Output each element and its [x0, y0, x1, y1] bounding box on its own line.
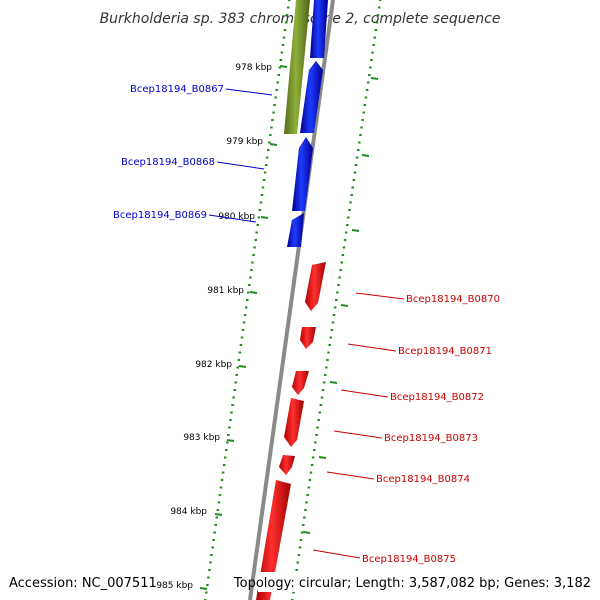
- gene-label-b0874[interactable]: Bcep18194_B0874: [376, 474, 470, 485]
- scale-tick: [279, 65, 288, 68]
- footer-summary-bg: [258, 572, 596, 592]
- gene-arrow-reverse: [284, 398, 304, 447]
- scale-tick: [302, 531, 311, 534]
- scale-major-ticks: 978 kbp 979 kbp 980 kbp 981 kbp 982 kbp …: [156, 63, 288, 591]
- scale-tick: [238, 365, 247, 368]
- scale-tick: [260, 216, 269, 219]
- scale-tick: [329, 381, 338, 384]
- gene-label-b0868[interactable]: Bcep18194_B0868: [121, 157, 215, 168]
- gene-label-b0869[interactable]: Bcep18194_B0869: [113, 210, 207, 221]
- gene-label-b0870[interactable]: Bcep18194_B0870: [406, 294, 500, 305]
- gene-arrow-forward: [287, 213, 304, 247]
- forward-gene-labels: Bcep18194_B0867 Bcep18194_B0868 Bcep1819…: [113, 84, 273, 223]
- scale-tick-label: 983 kbp: [183, 433, 220, 443]
- scale-minor-ticks-outer: [291, 0, 382, 600]
- scale-tick: [269, 143, 278, 146]
- gene-leader-line: [326, 471, 375, 480]
- scale-tick: [226, 439, 235, 442]
- scale-tick: [249, 291, 258, 294]
- gene-arrow-reverse: [279, 455, 295, 475]
- gene-leader-line: [355, 292, 405, 300]
- scale-tick-label: 981 kbp: [207, 286, 244, 296]
- summary-text: Topology: circular; Length: 3,587,082 bp…: [233, 576, 591, 591]
- gene-leader-line: [208, 214, 257, 223]
- gene-label-b0875[interactable]: Bcep18194_B0875: [362, 554, 456, 565]
- scale-tick-label: 982 kbp: [195, 360, 232, 370]
- scale-tick: [351, 229, 360, 232]
- gene-arrow-forward: [292, 137, 313, 211]
- gene-label-b0871[interactable]: Bcep18194_B0871: [398, 346, 492, 357]
- scale-tick: [199, 587, 208, 590]
- scale-tick-label: 980 kbp: [218, 212, 255, 222]
- scale-tick-label: 984 kbp: [170, 507, 207, 517]
- gene-arrow-reverse: [305, 262, 326, 311]
- gene-leader-line: [312, 549, 361, 559]
- gene-label-b0867[interactable]: Bcep18194_B0867: [130, 84, 224, 95]
- gene-label-b0872[interactable]: Bcep18194_B0872: [390, 392, 484, 403]
- scale-tick-label: 979 kbp: [226, 137, 263, 147]
- scale-minor-ticks-inner: [204, 0, 291, 600]
- scale-tick-label: 978 kbp: [235, 63, 272, 73]
- gene-arrow-reverse: [256, 480, 291, 600]
- scale-tick-label: 985 kbp: [156, 581, 193, 591]
- scale-tick: [361, 154, 370, 157]
- scale-outer-major-ticks: [302, 77, 379, 534]
- chromosome-backbone: [248, 0, 335, 600]
- feature-band-olive: [284, 0, 310, 134]
- reverse-gene-labels: Bcep18194_B0870 Bcep18194_B0871 Bcep1819…: [312, 292, 500, 565]
- gene-leader-line: [347, 343, 397, 352]
- gene-arrow-forward: [300, 61, 323, 133]
- gene-arrow-reverse: [292, 371, 309, 395]
- scale-tick: [318, 456, 327, 459]
- accession-text: Accession: NC_007511: [9, 576, 157, 591]
- scale-tick: [370, 77, 379, 80]
- gene-label-b0873[interactable]: Bcep18194_B0873: [384, 433, 478, 444]
- reverse-strand-genes: [256, 262, 326, 600]
- footer-accession-bg: [4, 572, 150, 592]
- gene-leader-line: [333, 430, 383, 439]
- gene-arrow-reverse: [300, 327, 316, 349]
- gene-leader-line: [225, 88, 273, 96]
- gene-arrow-forward: [310, 0, 328, 58]
- scale-tick: [214, 513, 223, 516]
- gene-leader-line: [216, 161, 265, 170]
- gene-leader-line: [340, 389, 389, 398]
- forward-strand-genes: [287, 0, 328, 247]
- scale-tick: [340, 304, 349, 307]
